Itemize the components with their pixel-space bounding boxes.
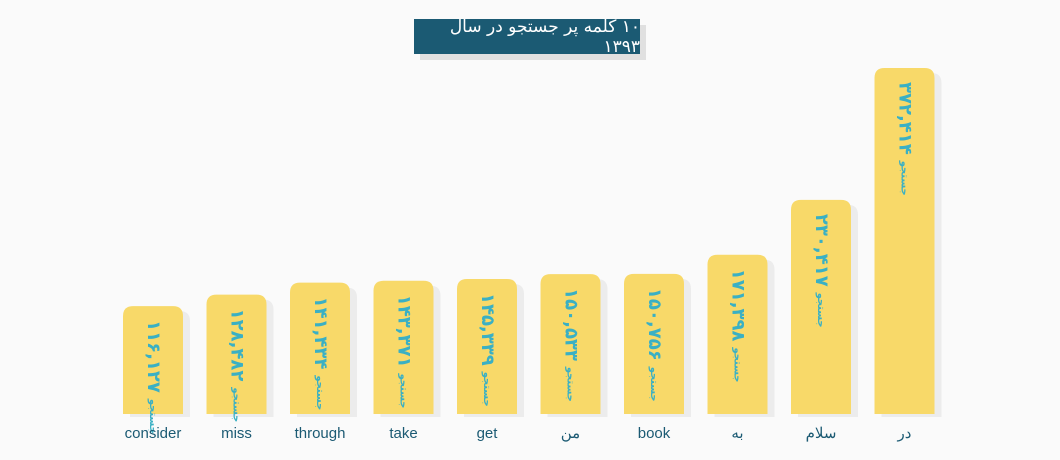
bar: [373, 280, 434, 414]
bar-unit-label: جستجو: [147, 398, 158, 434]
bar: [540, 274, 601, 414]
category-label: book: [638, 425, 671, 442]
bar-value-label: ۱۵۰,۷۵۶جستجو: [644, 288, 665, 402]
bar-value-label: ۲۳۰,۴۱۷جستجو: [811, 214, 832, 328]
category-label: من: [561, 425, 580, 442]
bar-group: ۳۷۲,۴۱۴جستجو در: [874, 68, 942, 442]
bar: [624, 273, 684, 414]
category-label: سلام: [806, 425, 837, 442]
bar-value-label: ۱۴۳,۳۷۱جستجو: [394, 295, 415, 409]
bar-unit-label: جستجو: [398, 373, 409, 409]
bar-unit-label: جستجو: [314, 374, 325, 410]
bar-group: ۱۷۱,۳۹۸جستجو به: [707, 254, 775, 442]
bar-unit-label: جستجو: [732, 347, 743, 383]
bar-unit-label: جستجو: [231, 386, 242, 422]
bar: [707, 254, 768, 414]
bar-value-label: ۱۴۱,۴۳۴جستجو: [310, 297, 331, 411]
bar: [874, 68, 935, 414]
bar-group: ۱۵۰,۵۳۳جستجو من: [540, 274, 608, 442]
bar-value-label: ۱۷۱,۳۹۸جستجو: [728, 269, 749, 383]
bar-unit-label: جستجو: [899, 160, 910, 196]
bar-value-label: ۱۵۰,۵۳۳جستجو: [561, 288, 582, 402]
bar: [290, 282, 350, 414]
bar-group: ۱۲۸,۴۸۲جستجو miss: [206, 294, 274, 442]
chart-title: ۱۰ کلمه پر جستجو در سال ۱۳۹۳: [414, 17, 640, 57]
category-label: به: [731, 425, 743, 442]
bar-value-label: ۱۱۶,۱۲۷جستجو: [143, 320, 164, 434]
bar-unit-label: جستجو: [481, 371, 492, 407]
bar: [457, 278, 517, 414]
bar-group: ۱۴۳,۳۷۱جستجو take: [373, 280, 441, 442]
bar-group: ۱۴۱,۴۳۴جستجو through: [290, 282, 357, 442]
bar-value-label: ۳۷۲,۴۱۴جستجو: [895, 82, 916, 196]
bar-value-label: ۱۲۸,۴۸۲جستجو: [227, 309, 248, 423]
bar-group: ۱۵۰,۷۵۶جستجو book: [624, 273, 691, 442]
bar: [791, 199, 851, 414]
category-label: take: [389, 425, 417, 442]
bar-group: ۱۴۵,۳۳۹جستجو get: [457, 278, 524, 442]
category-label: get: [477, 425, 499, 442]
category-label: در: [897, 425, 912, 442]
bar: [206, 294, 267, 414]
category-label: through: [295, 425, 346, 442]
bar-unit-label: جستجو: [565, 366, 576, 402]
bar-unit-label: جستجو: [648, 366, 659, 402]
bar: [123, 306, 183, 414]
bar-value-label: ۱۴۵,۳۳۹جستجو: [477, 293, 498, 407]
category-label: miss: [221, 425, 252, 442]
category-label: consider: [125, 425, 182, 442]
bar-group: ۲۳۰,۴۱۷جستجو سلام: [791, 199, 858, 442]
bar-unit-label: جستجو: [815, 292, 826, 328]
